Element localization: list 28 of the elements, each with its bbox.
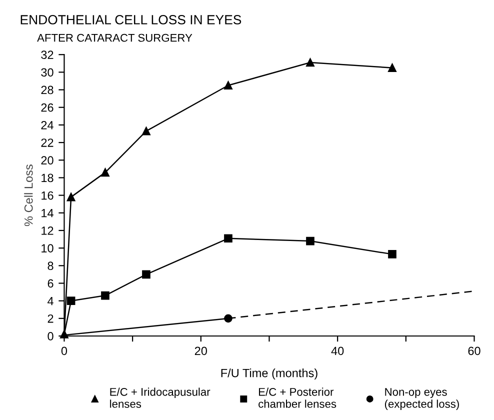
y-tick-label: 12 <box>42 226 54 235</box>
y-tick-label: 28 <box>41 86 54 94</box>
y-tick-label: 2 <box>48 314 54 323</box>
x-tick-label: 60 <box>468 346 480 356</box>
y-tick-label: 16 <box>42 191 54 200</box>
y-tick-label: 8 <box>48 262 54 270</box>
y-tick-label: 20 <box>41 156 54 165</box>
y-tick-label: 26 <box>41 103 54 112</box>
x-tick-label: 20 <box>194 346 207 356</box>
x-axis-title: F/U Time (months) <box>221 368 318 380</box>
y-tick-label: 24 <box>41 120 54 130</box>
y-tick-label: 6 <box>48 279 54 288</box>
chart-subtitle: AFTER CATARACT SURGERY <box>37 34 192 42</box>
y-tick-label: 30 <box>41 68 54 77</box>
x-tick-label: 0 <box>61 346 68 356</box>
chart-title: ENDOTHELIAL CELL LOSS IN EYES <box>20 15 242 24</box>
y-tick-label: 32 <box>41 50 54 59</box>
y-tick-label: 4 <box>48 296 54 306</box>
y-tick-label: 22 <box>41 138 54 147</box>
legend-label: E/C + Iridocapusular lenses <box>110 388 210 408</box>
legend-label: Non-op eyes (expected loss) <box>384 388 459 410</box>
y-axis-title: % Cell Loss <box>24 164 33 226</box>
legend-label: E/C + Posterior chamber lenses <box>258 388 336 408</box>
y-tick-label: 18 <box>42 174 54 182</box>
x-tick-label: 40 <box>331 346 344 356</box>
y-tick-label: 0 <box>48 332 54 340</box>
y-tick-label: 14 <box>42 209 54 218</box>
y-tick-label: 10 <box>42 244 54 252</box>
